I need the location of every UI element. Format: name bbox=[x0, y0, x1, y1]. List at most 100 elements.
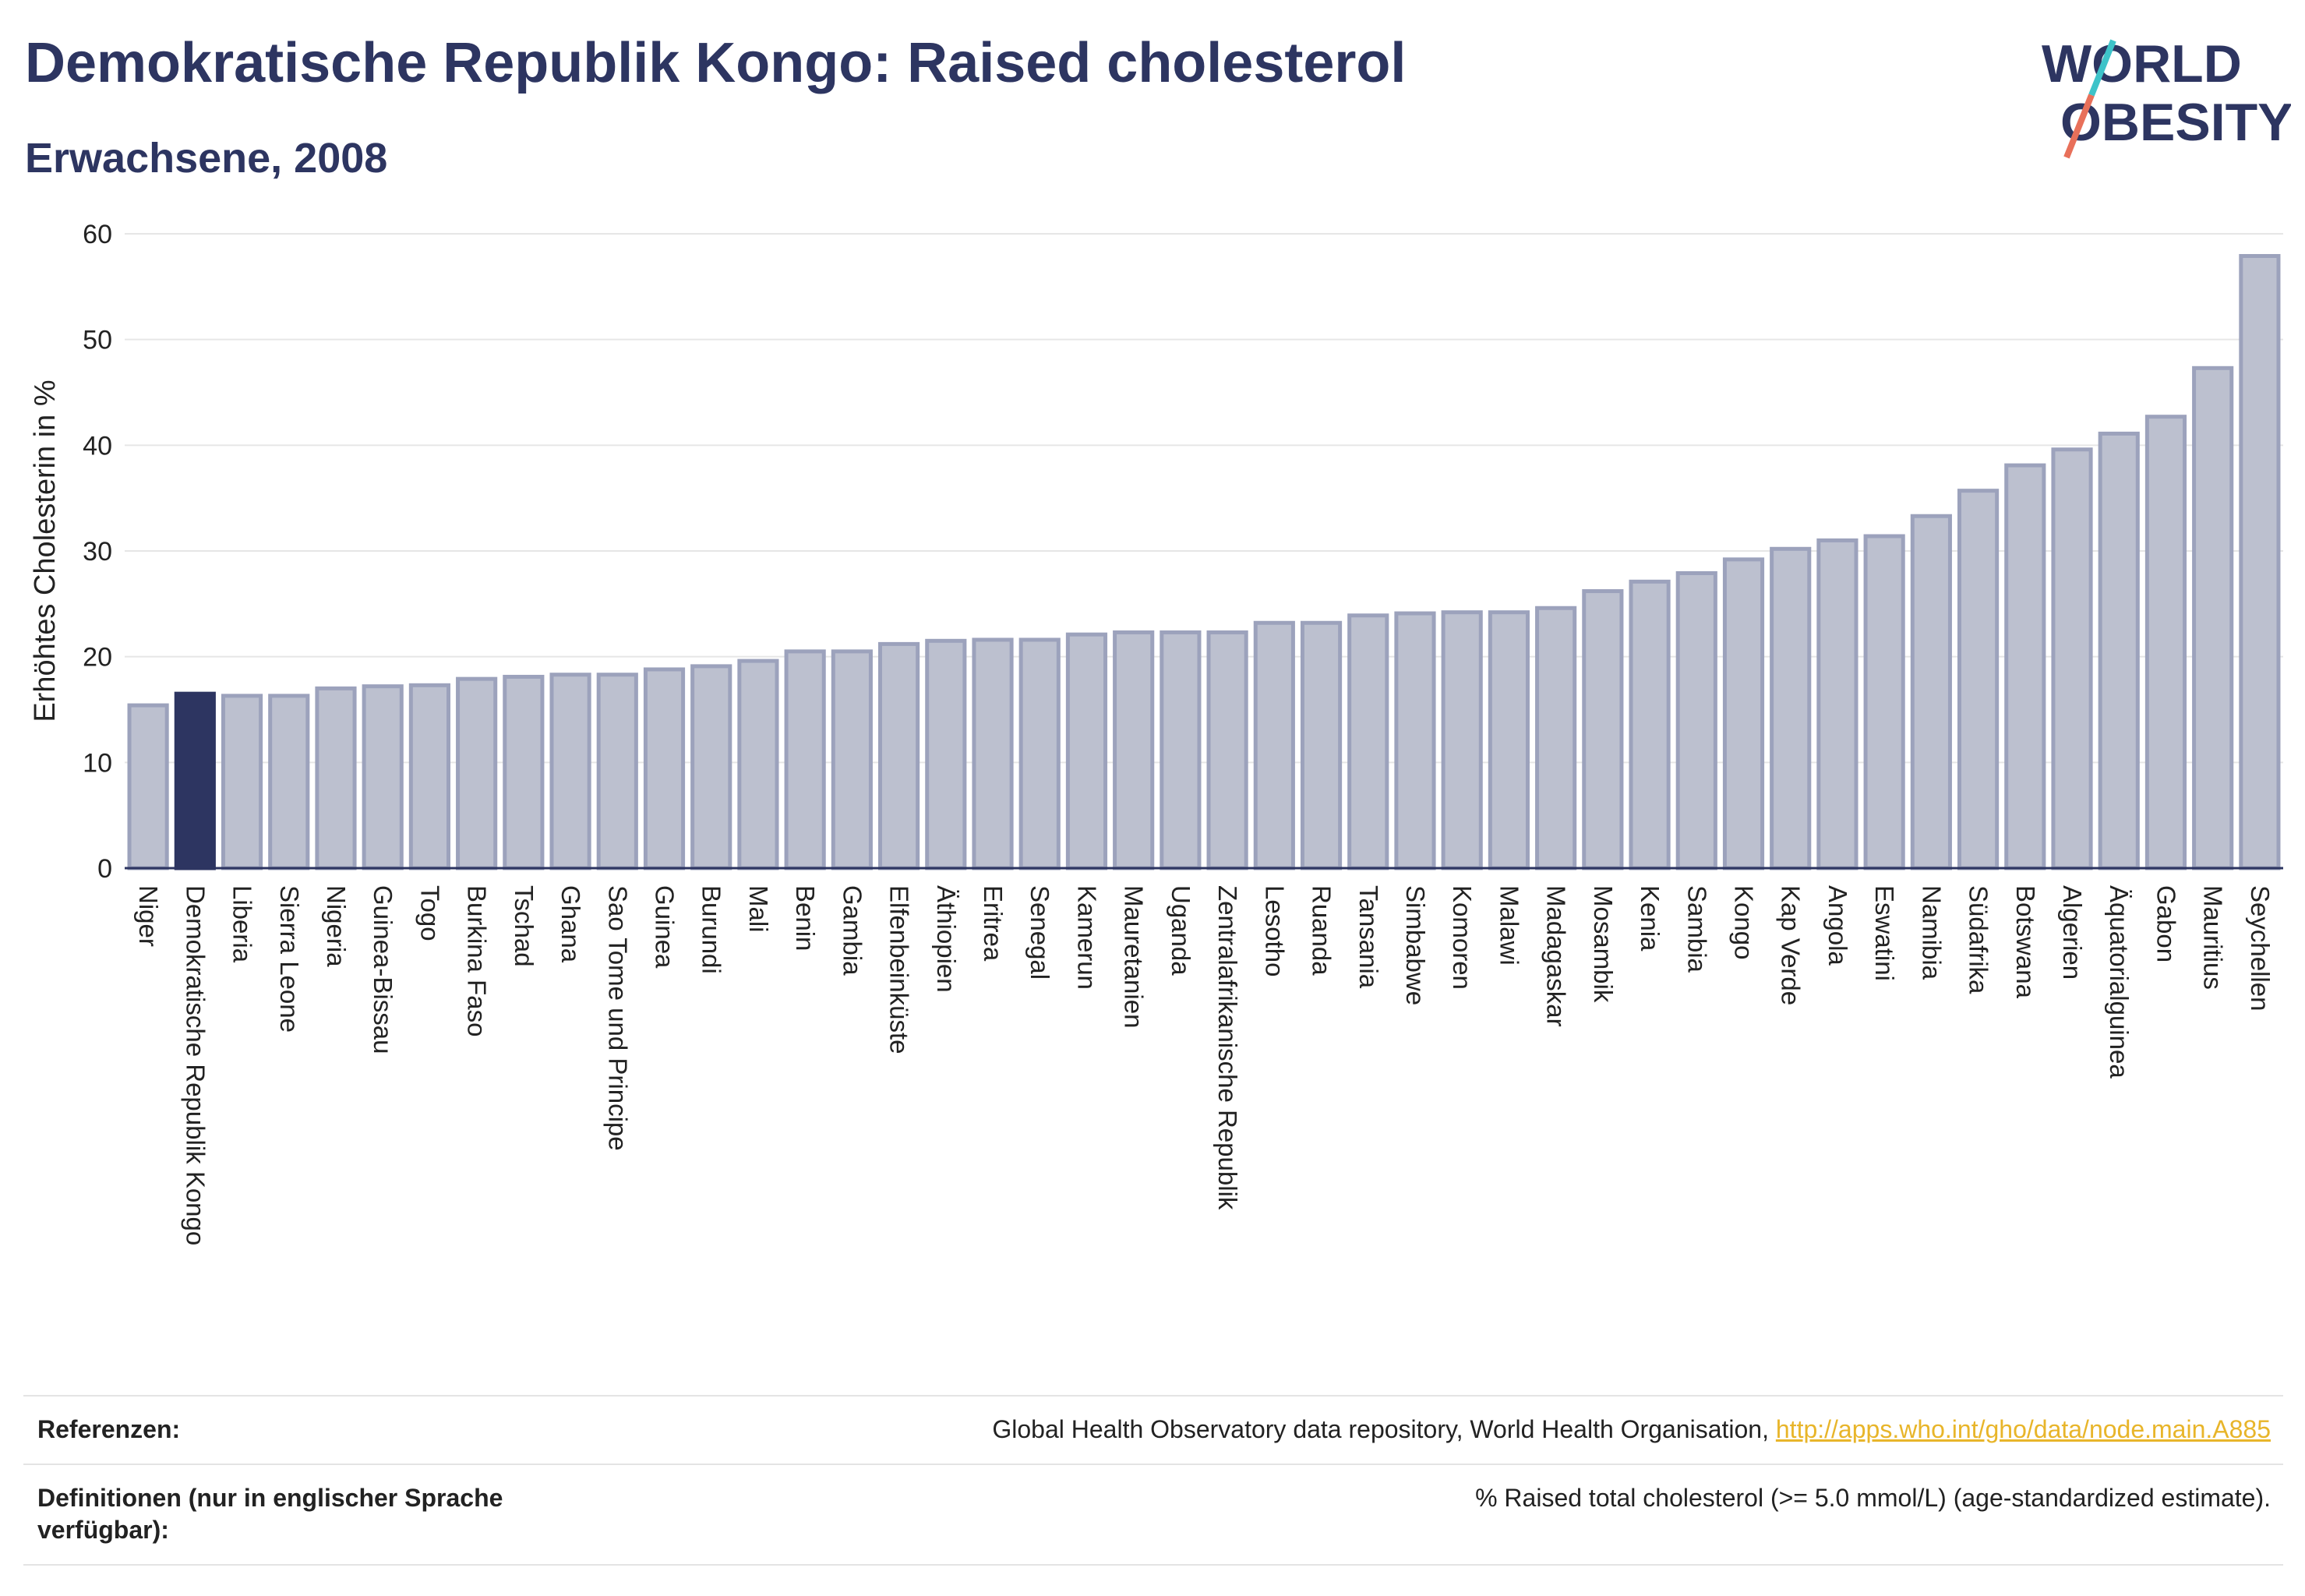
bar bbox=[1394, 611, 1436, 870]
x-tick-label: Senegal bbox=[1025, 885, 1054, 980]
x-tick-label: Kap Verde bbox=[1777, 885, 1806, 1005]
logo-text-obesity: OBESITY bbox=[2060, 93, 2291, 152]
x-tick-label: Burkina Faso bbox=[463, 885, 492, 1036]
x-tick-label: Niger bbox=[134, 885, 163, 947]
x-tick-label: Sao Tome und Principe bbox=[603, 885, 632, 1151]
bar bbox=[456, 676, 498, 870]
x-tick-label: Äquatorialguinea bbox=[2105, 885, 2134, 1079]
y-tick-label: 40 bbox=[83, 431, 112, 461]
x-tick-label: Tschad bbox=[510, 885, 538, 967]
bar bbox=[831, 649, 873, 870]
y-tick-label: 10 bbox=[83, 748, 112, 778]
bar bbox=[690, 664, 732, 870]
x-tick-label: Sierra Leone bbox=[275, 885, 304, 1033]
logo-slash-top bbox=[2088, 39, 2116, 97]
bar bbox=[784, 649, 826, 870]
bar bbox=[362, 684, 404, 870]
references-link[interactable]: http://apps.who.int/gho/data/node.main.A… bbox=[1775, 1415, 2271, 1443]
x-tick-label: Gabon bbox=[2151, 885, 2180, 962]
chart-subtitle: Erwachsene, 2008 bbox=[25, 135, 388, 182]
x-tick-label: Namibia bbox=[1917, 885, 1946, 980]
y-tick-label: 50 bbox=[83, 326, 112, 355]
x-tick-label: Südafrika bbox=[1964, 885, 1993, 994]
bar bbox=[737, 659, 779, 870]
bar bbox=[2004, 463, 2046, 870]
x-tick-label: Burundi bbox=[697, 885, 726, 974]
bar bbox=[1675, 570, 1717, 870]
definitions-row: Definitionen (nur in englischer Sprache … bbox=[23, 1463, 2283, 1566]
x-tick-label: Benin bbox=[791, 885, 820, 951]
x-tick-label: Simbabwe bbox=[1401, 885, 1430, 1005]
bar bbox=[503, 674, 545, 870]
bar bbox=[1910, 514, 1952, 870]
references-row: Referenzen: Global Health Observatory da… bbox=[23, 1395, 2283, 1464]
bar bbox=[1018, 637, 1061, 870]
bar-highlighted bbox=[174, 691, 216, 870]
bar bbox=[972, 637, 1014, 870]
references-text: Global Health Observatory data repositor… bbox=[992, 1415, 1769, 1443]
x-tick-label: Guinea-Bissau bbox=[369, 885, 397, 1054]
bar bbox=[1582, 589, 1624, 870]
bar bbox=[1770, 546, 1812, 870]
x-tick-label: Demokratische Republik Kongo bbox=[181, 885, 210, 1245]
bar bbox=[878, 641, 920, 870]
x-tick-label: Mosambik bbox=[1589, 885, 1618, 1003]
definitions-label: Definitionen (nur in englischer Sprache … bbox=[37, 1483, 503, 1545]
definitions-value: % Raised total cholesterol (>= 5.0 mmol/… bbox=[1475, 1483, 2271, 1512]
bar bbox=[1535, 606, 1577, 870]
bar bbox=[1347, 613, 1389, 870]
bar bbox=[268, 694, 310, 870]
chart-title: Demokratische Republik Kongo: Raised cho… bbox=[25, 32, 1407, 94]
references-table: Referenzen: Global Health Observatory da… bbox=[23, 1395, 2283, 1566]
references-value: Global Health Observatory data repositor… bbox=[992, 1414, 2271, 1446]
bar bbox=[1253, 620, 1295, 870]
x-tick-label: Angola bbox=[1823, 885, 1852, 966]
x-tick-label: Mauretanien bbox=[1120, 885, 1149, 1028]
x-tick-label: Mali bbox=[744, 885, 773, 933]
x-tick-label: Kongo bbox=[1730, 885, 1759, 959]
bar bbox=[1441, 610, 1483, 870]
world-obesity-logo: WORLD OBESITY bbox=[2042, 34, 2291, 159]
x-tick-label: Gambia bbox=[838, 885, 867, 976]
x-tick-label: Komoren bbox=[1448, 885, 1477, 990]
x-tick-label: Botswana bbox=[2011, 885, 2040, 999]
bar bbox=[1206, 630, 1248, 870]
references-label: Referenzen: bbox=[37, 1415, 181, 1443]
bar bbox=[2239, 253, 2281, 870]
bar bbox=[1957, 489, 2000, 870]
bar bbox=[315, 686, 357, 870]
x-tick-label: Malawi bbox=[1495, 885, 1523, 966]
bar bbox=[221, 694, 263, 870]
bar bbox=[2192, 365, 2234, 870]
x-tick-label: Mauritius bbox=[2199, 885, 2228, 990]
x-tick-label: Liberia bbox=[228, 885, 257, 963]
x-tick-label: Seychellen bbox=[2246, 885, 2275, 1011]
x-tick-label: Äthiopien bbox=[932, 885, 961, 993]
bar bbox=[1300, 620, 1343, 870]
x-tick-label: Kamerun bbox=[1072, 885, 1101, 990]
x-tick-label: Eritrea bbox=[979, 885, 1008, 962]
bar bbox=[408, 683, 451, 870]
y-tick-label: 0 bbox=[97, 854, 112, 884]
bar bbox=[1629, 579, 1671, 870]
x-tick-label: Elfenbeinküste bbox=[885, 885, 914, 1054]
x-tick-label: Ghana bbox=[556, 885, 585, 963]
bar bbox=[127, 703, 169, 870]
x-tick-label: Togo bbox=[415, 885, 444, 941]
x-tick-label: Uganda bbox=[1167, 885, 1195, 976]
bar bbox=[2051, 447, 2093, 870]
x-tick-label: Madagaskar bbox=[1542, 885, 1571, 1027]
bar bbox=[596, 673, 638, 870]
x-tick-label: Eswatini bbox=[1870, 885, 1899, 981]
y-tick-label: 60 bbox=[83, 220, 112, 249]
x-tick-label: Kenia bbox=[1636, 885, 1664, 952]
bar bbox=[549, 673, 591, 870]
bar bbox=[1863, 534, 1905, 870]
bar bbox=[2144, 415, 2187, 870]
x-tick-label: Nigeria bbox=[322, 885, 351, 967]
bar bbox=[1113, 630, 1155, 870]
bar bbox=[1160, 630, 1202, 870]
bar bbox=[1065, 632, 1108, 870]
y-tick-label: 20 bbox=[83, 643, 112, 673]
y-axis-title: Erhöhtes Cholesterin in % bbox=[29, 380, 62, 722]
